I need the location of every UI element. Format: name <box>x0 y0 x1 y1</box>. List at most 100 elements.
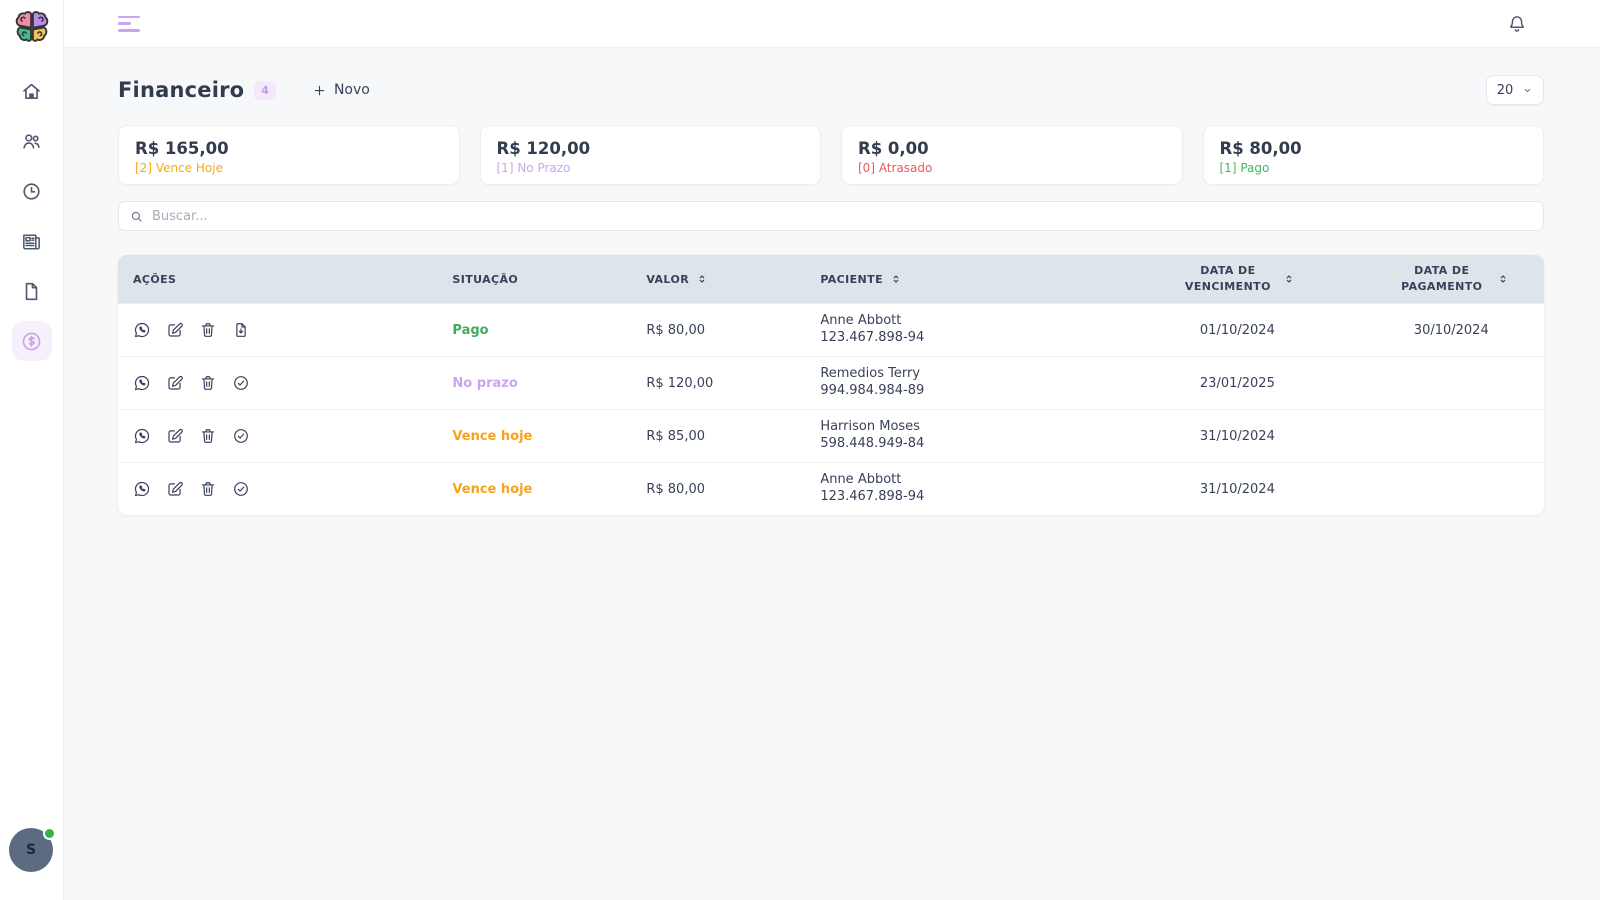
online-status-dot <box>43 827 56 840</box>
col-header-due-date[interactable]: DATA DE VENCIMENTO <box>1116 263 1358 295</box>
mark-paid-icon[interactable] <box>232 480 250 498</box>
card-label: [0] Atrasado <box>858 161 933 175</box>
table-row: Vence hoje R$ 80,00 Anne Abbott 123.467.… <box>118 462 1544 515</box>
edit-icon[interactable] <box>166 321 184 339</box>
clock-icon <box>20 180 43 203</box>
user-avatar[interactable]: S <box>9 827 56 874</box>
card-amount: R$ 0,00 <box>858 139 929 158</box>
card-label: [2] Vence Hoje <box>135 161 223 175</box>
card-label: [1] No Prazo <box>496 161 571 175</box>
payment-date-cell: 30/10/2024 <box>1413 322 1489 338</box>
menu-toggle-icon[interactable] <box>118 15 140 32</box>
count-badge: 4 <box>254 80 276 100</box>
home-icon <box>20 80 43 103</box>
value-cell: R$ 80,00 <box>646 322 705 338</box>
new-button[interactable]: Novo <box>312 82 370 98</box>
patient-name: Anne Abbott <box>820 313 902 329</box>
sidebar-item-home[interactable] <box>12 71 52 111</box>
card-vence-hoje: R$ 165,00 [2] Vence Hoje <box>118 125 460 185</box>
mark-paid-icon[interactable] <box>232 427 250 445</box>
status-label: Pago <box>452 322 489 338</box>
table-header-row: AÇÕES SITUAÇÃO VALOR PACIENTE DATA DE VE… <box>118 255 1544 303</box>
finance-table: AÇÕES SITUAÇÃO VALOR PACIENTE DATA DE VE… <box>118 255 1544 515</box>
table-row: Vence hoje R$ 85,00 Harrison Moses 598.4… <box>118 409 1544 462</box>
edit-icon[interactable] <box>166 480 184 498</box>
col-header-payment-date[interactable]: DATA DE PAGAMENTO <box>1359 263 1544 295</box>
patient-cell: Anne Abbott 123.467.898-94 <box>805 472 1116 506</box>
col-header-patient[interactable]: PACIENTE <box>805 273 1116 286</box>
card-pago: R$ 80,00 [1] Pago <box>1202 125 1544 185</box>
delete-icon[interactable] <box>199 427 217 445</box>
patient-document: 994.984.984-89 <box>820 383 925 398</box>
due-date-cell: 01/10/2024 <box>1199 322 1275 338</box>
search-bar <box>118 201 1544 231</box>
mark-paid-icon[interactable] <box>232 374 250 392</box>
edit-icon[interactable] <box>166 374 184 392</box>
card-amount: R$ 120,00 <box>496 139 591 158</box>
patient-cell: Harrison Moses 598.448.949-84 <box>805 419 1116 453</box>
page-title: Financeiro <box>118 78 245 102</box>
sidebar-item-documents[interactable] <box>12 271 52 311</box>
sidebar-item-patients[interactable] <box>12 121 52 161</box>
sidebar-item-news[interactable] <box>12 221 52 261</box>
card-label: [1] Pago <box>1219 161 1270 175</box>
patient-document: 123.467.898-94 <box>820 330 925 345</box>
sidebar-item-schedule[interactable] <box>12 171 52 211</box>
sidebar: S <box>0 0 64 900</box>
receipt-download-icon[interactable] <box>232 321 250 339</box>
topbar <box>64 0 1600 48</box>
patient-name: Harrison Moses <box>820 419 920 435</box>
summary-cards: R$ 165,00 [2] Vence Hoje R$ 120,00 [1] N… <box>118 125 1544 185</box>
brand-logo-brain-icon[interactable] <box>11 9 53 51</box>
patient-cell: Anne Abbott 123.467.898-94 <box>805 313 1116 347</box>
col-header-actions: AÇÕES <box>133 272 177 286</box>
page-header: Financeiro 4 Novo 20 <box>118 72 1544 108</box>
users-icon <box>20 130 43 153</box>
sidebar-nav <box>11 71 52 371</box>
document-icon <box>20 280 43 303</box>
sort-icon <box>696 273 708 285</box>
plus-icon <box>312 83 327 98</box>
newspaper-icon <box>20 230 43 253</box>
edit-icon[interactable] <box>166 427 184 445</box>
card-amount: R$ 80,00 <box>1219 139 1302 158</box>
patient-name: Anne Abbott <box>820 472 902 488</box>
value-cell: R$ 80,00 <box>646 481 705 497</box>
status-label: No prazo <box>452 375 518 391</box>
card-amount: R$ 165,00 <box>135 139 229 158</box>
due-date-cell: 31/10/2024 <box>1199 481 1275 497</box>
delete-icon[interactable] <box>199 321 217 339</box>
due-date-cell: 31/10/2024 <box>1199 428 1275 444</box>
sort-icon <box>1283 273 1295 285</box>
col-header-status: SITUAÇÃO <box>452 272 519 286</box>
value-cell: R$ 120,00 <box>646 375 714 391</box>
delete-icon[interactable] <box>199 374 217 392</box>
search-icon <box>129 209 144 224</box>
patient-document: 598.448.949-84 <box>820 436 925 451</box>
patient-cell: Remedios Terry 994.984.984-89 <box>805 366 1116 400</box>
patient-document: 123.467.898-94 <box>820 489 925 504</box>
chevron-down-icon <box>1522 85 1533 96</box>
due-date-cell: 23/01/2025 <box>1199 375 1275 391</box>
whatsapp-icon[interactable] <box>133 427 151 445</box>
card-no-prazo: R$ 120,00 [1] No Prazo <box>479 125 821 185</box>
col-header-value[interactable]: VALOR <box>631 273 805 286</box>
delete-icon[interactable] <box>199 480 217 498</box>
whatsapp-icon[interactable] <box>133 374 151 392</box>
card-atrasado: R$ 0,00 [0] Atrasado <box>841 125 1183 185</box>
main-content: Financeiro 4 Novo 20 R$ 165,00 [2] Vence… <box>64 48 1600 900</box>
dollar-circle-icon <box>20 330 43 353</box>
table-row: Pago R$ 80,00 Anne Abbott 123.467.898-94… <box>118 303 1544 356</box>
status-label: Vence hoje <box>452 481 533 497</box>
patient-name: Remedios Terry <box>820 366 921 382</box>
sidebar-item-finance[interactable] <box>11 321 52 361</box>
whatsapp-icon[interactable] <box>133 321 151 339</box>
bell-icon[interactable] <box>1506 13 1528 35</box>
value-cell: R$ 85,00 <box>646 428 705 444</box>
search-input[interactable] <box>152 208 1533 224</box>
sort-icon <box>890 273 902 285</box>
sort-icon <box>1497 273 1509 285</box>
table-row: No prazo R$ 120,00 Remedios Terry 994.98… <box>118 356 1544 409</box>
page-size-select[interactable]: 20 <box>1486 75 1544 105</box>
whatsapp-icon[interactable] <box>133 480 151 498</box>
